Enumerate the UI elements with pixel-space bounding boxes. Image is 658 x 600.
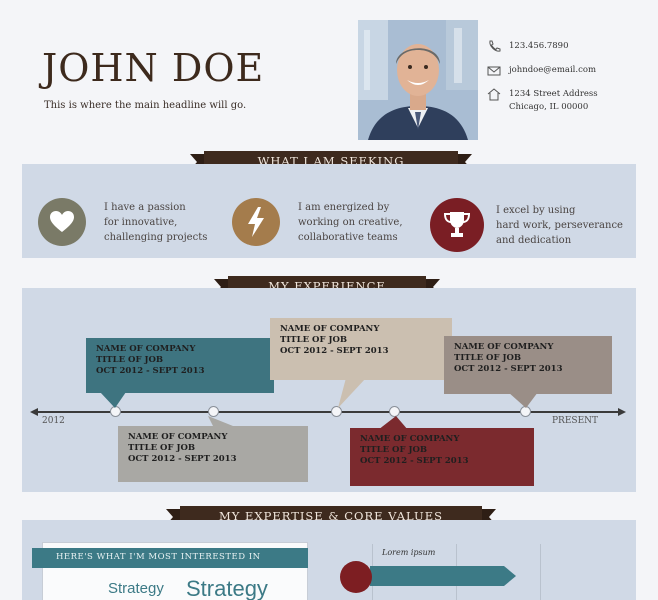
skill-bar	[370, 566, 504, 586]
seeking-text-3: I excel by using hard work, perseverance…	[496, 203, 646, 248]
job-card-1[interactable]: NAME OF COMPANY TITLE OF JOB OCT 2012 - …	[86, 338, 274, 393]
word-cloud-term: Strategy	[108, 580, 164, 597]
seeking-3-line-1: I excel by using	[496, 204, 576, 216]
job-dates: OCT 2012 - SEPT 2013	[96, 366, 205, 376]
chart-gridline	[540, 544, 541, 600]
job-company: NAME OF COMPANY	[280, 324, 380, 334]
skill-marker	[340, 561, 372, 593]
seeking-2-line-1: I am energized by	[298, 201, 390, 213]
contact-address: 1234 Street Address Chicago, IL 00000	[487, 88, 647, 114]
trophy-icon	[443, 212, 471, 237]
address-line-1: 1234 Street Address	[509, 89, 598, 99]
chart-label: Lorem ipsum	[382, 548, 436, 557]
seeking-text-1: I have a passion for innovative, challen…	[104, 200, 234, 245]
seeking-1-line-1: I have a passion	[104, 201, 186, 213]
job-dates: OCT 2012 - SEPT 2013	[454, 364, 563, 374]
bar-arrow	[504, 566, 516, 586]
candidate-name: JOHN DOE	[42, 46, 265, 90]
main-headline: This is where the main headline will go.	[44, 100, 247, 111]
job-title: TITLE OF JOB	[454, 353, 522, 363]
seeking-2-line-3: collaborative teams	[298, 231, 398, 243]
home-icon	[487, 88, 501, 101]
expertise-ribbon: MY EXPERTISE & CORE VALUES	[166, 505, 496, 527]
job-title: TITLE OF JOB	[128, 443, 196, 453]
job-dates: OCT 2012 - SEPT 2013	[280, 346, 389, 356]
callout-pointer	[338, 378, 366, 408]
timeline-end-label: PRESENT	[552, 416, 599, 426]
seeking-panel	[22, 164, 636, 258]
job-card-3[interactable]: NAME OF COMPANY TITLE OF JOB OCT 2012 - …	[270, 318, 452, 380]
seeking-2-line-2: working on creative,	[298, 216, 403, 228]
contact-email: johndoe@email.com	[487, 64, 647, 77]
seeking-1-line-3: challenging projects	[104, 231, 208, 243]
portrait-image	[358, 20, 478, 140]
callout-pointer	[508, 392, 538, 408]
arrow-right-icon	[618, 408, 626, 416]
callout-pointer	[208, 416, 238, 428]
callout-pointer	[378, 416, 408, 430]
job-company: NAME OF COMPANY	[454, 342, 554, 352]
callout-pointer	[100, 392, 126, 408]
seeking-text-2: I am energized by working on creative, c…	[298, 200, 428, 245]
arrow-left-icon	[30, 408, 38, 416]
interest-banner: HERE'S WHAT I'M MOST INTERESTED IN	[32, 548, 308, 568]
job-title: TITLE OF JOB	[96, 355, 164, 365]
timeline-marker[interactable]	[331, 406, 342, 417]
job-dates: OCT 2012 - SEPT 2013	[360, 456, 469, 466]
phone-text[interactable]: 123.456.7890	[509, 41, 569, 51]
email-icon	[487, 66, 501, 76]
seeking-item-excel: I excel by using hard work, perseverance…	[430, 198, 646, 252]
job-title: TITLE OF JOB	[280, 335, 348, 345]
heart-badge	[38, 198, 86, 246]
seeking-3-line-2: hard work, perseverance	[496, 219, 623, 231]
phone-icon	[489, 40, 501, 52]
lightning-badge	[232, 198, 280, 246]
profile-photo	[358, 20, 478, 140]
job-title: TITLE OF JOB	[360, 445, 428, 455]
timeline-marker[interactable]	[208, 406, 219, 417]
heart-icon	[50, 211, 74, 232]
seeking-3-line-3: and dedication	[496, 234, 572, 246]
job-card-2[interactable]: NAME OF COMPANY TITLE OF JOB OCT 2012 - …	[118, 426, 308, 482]
trophy-badge	[430, 198, 484, 252]
timeline-start-label: 2012	[42, 416, 65, 426]
address-line-2: Chicago, IL 00000	[509, 102, 589, 112]
job-company: NAME OF COMPANY	[128, 432, 228, 442]
job-company: NAME OF COMPANY	[96, 344, 196, 354]
lightning-icon	[248, 207, 264, 237]
word-cloud-term: Strategy	[186, 576, 268, 600]
job-dates: OCT 2012 - SEPT 2013	[128, 454, 237, 464]
job-card-5[interactable]: NAME OF COMPANY TITLE OF JOB OCT 2012 - …	[444, 336, 612, 394]
contact-info: 123.456.7890 johndoe@email.com 1234 Stre…	[487, 40, 647, 125]
email-text[interactable]: johndoe@email.com	[509, 65, 597, 75]
address-text: 1234 Street Address Chicago, IL 00000	[509, 88, 598, 114]
seeking-item-passion: I have a passion for innovative, challen…	[38, 198, 234, 246]
timeline-axis	[36, 411, 620, 413]
job-company: NAME OF COMPANY	[360, 434, 460, 444]
seeking-1-line-2: for innovative,	[104, 216, 178, 228]
contact-phone: 123.456.7890	[487, 40, 647, 53]
seeking-item-energized: I am energized by working on creative, c…	[232, 198, 428, 246]
expertise-heading: MY EXPERTISE & CORE VALUES	[219, 509, 443, 523]
timeline-marker[interactable]	[389, 406, 400, 417]
job-card-4[interactable]: NAME OF COMPANY TITLE OF JOB OCT 2012 - …	[350, 428, 534, 486]
